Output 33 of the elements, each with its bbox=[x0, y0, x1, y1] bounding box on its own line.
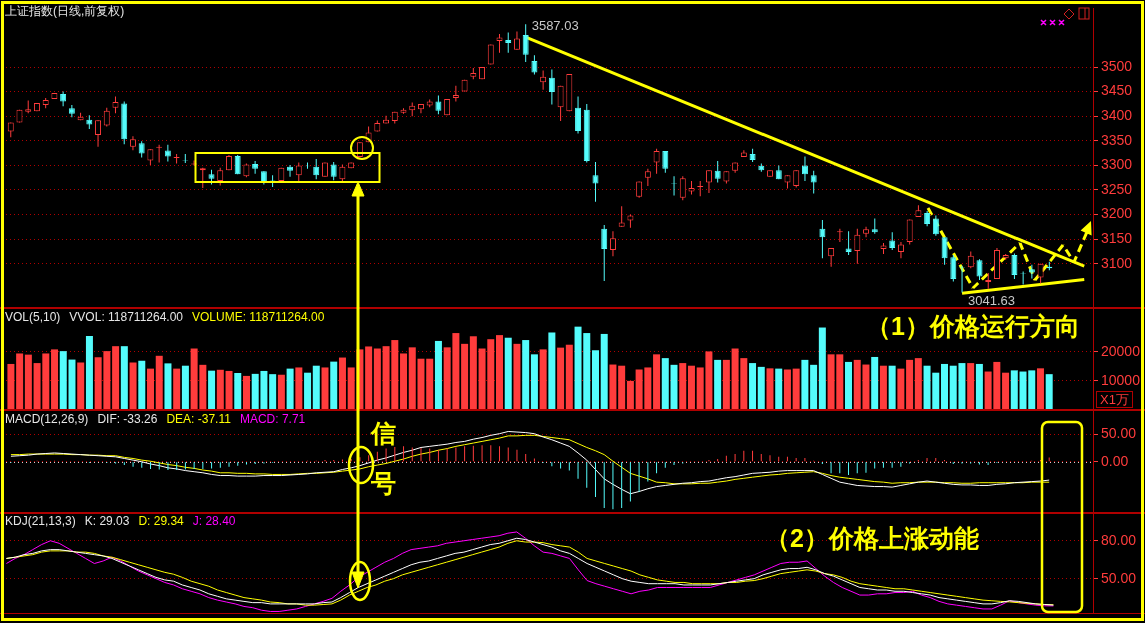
annotation: J: 28.40 bbox=[192, 514, 236, 528]
y-tick-label: 3300 bbox=[1101, 156, 1133, 173]
y-tick-label: 3500 bbox=[1101, 57, 1133, 74]
y-tick-label: 10000 bbox=[1101, 371, 1141, 388]
annotation: 3041.63 bbox=[968, 293, 1016, 309]
y-tick-label: 0.00 bbox=[1101, 452, 1129, 469]
chart-title: MACD(12,26,9) bbox=[5, 412, 89, 426]
annotation: DIF: -33.26 bbox=[97, 412, 158, 426]
chart-title: VOL(5,10) bbox=[5, 310, 61, 324]
annotation: 信号 bbox=[371, 418, 396, 499]
y-tick-label: 3200 bbox=[1101, 205, 1133, 222]
y-tick-label: 50.00 bbox=[1101, 425, 1137, 442]
y-tick-label: 3250 bbox=[1101, 180, 1133, 197]
annotation: MACD: 7.71 bbox=[239, 412, 306, 426]
annotation: （1）价格运行方向 bbox=[866, 312, 1080, 340]
y-tick-label: 3100 bbox=[1101, 254, 1133, 271]
y-tick-label: 3150 bbox=[1101, 230, 1133, 247]
y-tick-label: 3350 bbox=[1101, 131, 1133, 148]
annotation: D: 29.34 bbox=[138, 514, 184, 528]
y-tick-label: 80.00 bbox=[1101, 531, 1137, 548]
y-tick-label: 50.00 bbox=[1101, 569, 1137, 586]
annotation: DEA: -37.11 bbox=[166, 412, 231, 426]
chart-title: 上证指数(日线,前复权) bbox=[5, 4, 125, 18]
chart-title: KDJ(21,13,3) bbox=[5, 514, 76, 528]
y-axis-title: X1万 bbox=[1096, 391, 1133, 408]
y-tick-label: 3400 bbox=[1101, 107, 1133, 124]
annotation: VOLUME: 118711264.00 bbox=[192, 310, 325, 324]
annotation: K: 29.03 bbox=[84, 514, 130, 528]
annotation: （2）价格上涨动能 bbox=[765, 524, 979, 552]
annotation: 3587.03 bbox=[531, 17, 579, 33]
y-tick-label: 20000 bbox=[1101, 342, 1141, 359]
y-tick-label: 3450 bbox=[1101, 82, 1133, 99]
annotation: VVOL: 118711264.00 bbox=[69, 310, 184, 324]
